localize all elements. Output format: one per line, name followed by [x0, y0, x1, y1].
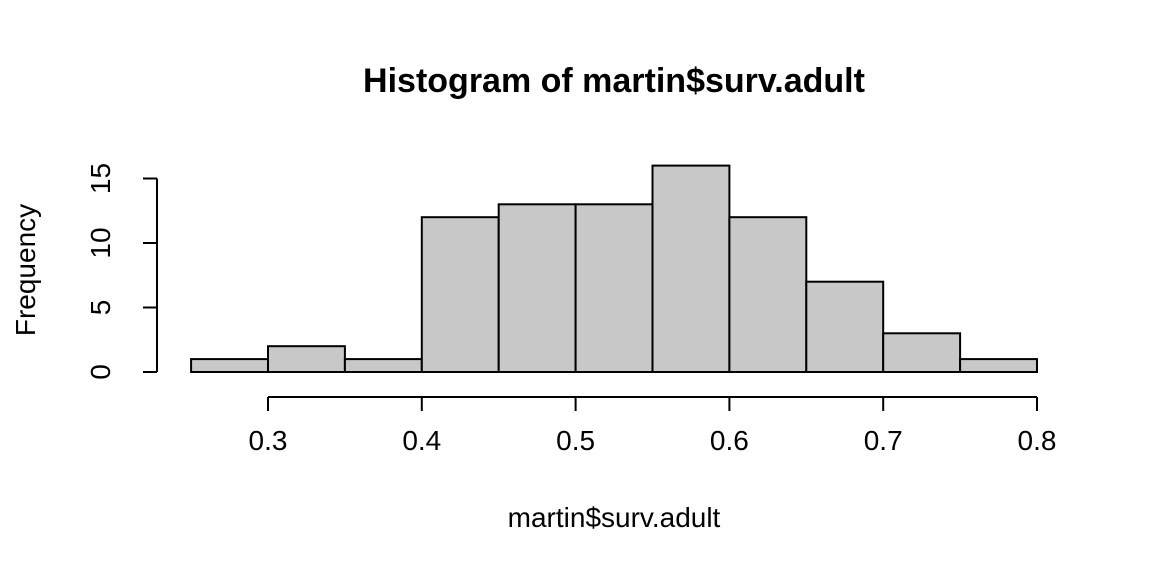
x-tick-label: 0.3 — [249, 425, 288, 456]
x-axis-label: martin$surv.adult — [508, 502, 721, 533]
x-tick-label: 0.4 — [402, 425, 441, 456]
y-tick-label: 10 — [85, 227, 116, 258]
histogram-bar — [651, 164, 731, 373]
x-axis: 0.3 0.4 0.5 0.6 0.7 0.8 — [249, 396, 1057, 456]
histogram-bar — [959, 358, 1038, 374]
histogram-bar — [420, 216, 500, 373]
y-axis-label: Frequency — [10, 204, 41, 336]
histogram-bar — [343, 358, 423, 374]
histogram-bar — [497, 203, 577, 373]
x-tick-label: 0.5 — [556, 425, 595, 456]
y-axis: 0 5 10 15 — [85, 163, 158, 380]
bars-group — [190, 164, 1038, 374]
histogram-bar — [574, 203, 654, 373]
y-tick-label: 0 — [85, 364, 116, 380]
histogram-bar — [267, 345, 346, 374]
x-tick-label: 0.8 — [1018, 425, 1057, 456]
chart-title: Histogram of martin$surv.adult — [363, 62, 865, 100]
x-tick-label: 0.6 — [710, 425, 749, 456]
x-tick-label: 0.7 — [864, 425, 903, 456]
y-tick-label: 5 — [85, 300, 116, 316]
histogram-bar — [728, 216, 808, 373]
histogram-bar — [882, 332, 962, 373]
y-tick-label: 15 — [85, 163, 116, 194]
histogram-bar — [190, 358, 270, 374]
histogram-bar — [805, 280, 885, 374]
